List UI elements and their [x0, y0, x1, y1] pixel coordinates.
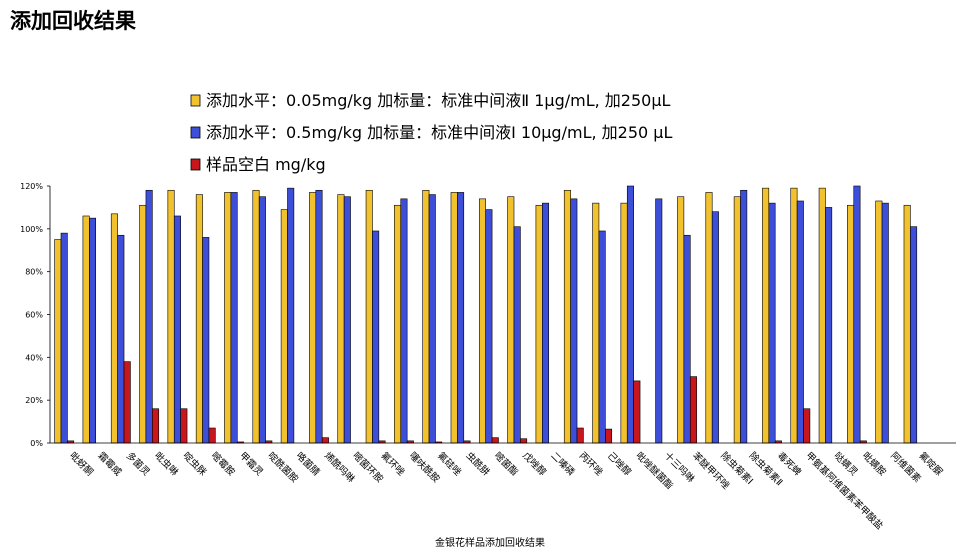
bar-blank-16 [491, 437, 499, 444]
bar-low-spike-16 [478, 198, 486, 444]
bar-blank-6 [208, 427, 216, 444]
bar-low-spike-21 [620, 202, 628, 444]
bar-low-spike-15 [450, 192, 458, 444]
bar-high-spike-14 [428, 194, 436, 444]
bar-low-spike-1 [54, 239, 62, 444]
legend: 添加水平：0.05mg/kg 加标量：标准中间液Ⅱ 1μg/mL, 加250μL… [190, 91, 672, 174]
bar-low-spike-3 [110, 213, 118, 444]
bar-blank-23 [689, 376, 697, 444]
bar-blank-4 [152, 408, 160, 444]
bar-low-spike-31 [903, 204, 911, 444]
bar-high-spike-26 [768, 202, 776, 444]
bar-blank-10 [321, 437, 329, 444]
y-tick-label: 120% [20, 182, 43, 191]
bar-low-spike-19 [563, 189, 571, 444]
bar-low-spike-20 [592, 202, 600, 444]
bar-low-spike-2 [82, 215, 90, 444]
legend-swatch-blank [190, 158, 201, 171]
bar-high-spike-8 [258, 196, 266, 444]
bar-high-spike-11 [343, 196, 351, 444]
legend-swatch-high-spike [190, 126, 201, 139]
bar-high-spike-12 [372, 230, 380, 444]
bar-high-spike-25 [740, 189, 748, 444]
bar-high-spike-19 [570, 198, 578, 444]
y-tick-label: 20% [25, 396, 43, 405]
bar-low-spike-27 [790, 187, 798, 444]
bar-low-spike-30 [875, 200, 883, 444]
bar-low-spike-14 [422, 189, 430, 444]
x-axis-title: 金银花样品添加回收结果 [435, 536, 545, 549]
legend-label-blank: 样品空白 mg/kg [206, 155, 326, 174]
legend-item-blank: 样品空白 mg/kg [190, 155, 326, 174]
bar-low-spike-9 [280, 209, 288, 444]
bar-high-spike-13 [400, 198, 408, 444]
bar-high-spike-22 [655, 198, 663, 444]
bar-high-spike-29 [853, 185, 861, 444]
bar-high-spike-18 [542, 202, 550, 444]
bar-high-spike-28 [825, 207, 833, 444]
bar-high-spike-16 [485, 209, 493, 444]
bar-low-spike-28 [818, 187, 826, 444]
bar-high-spike-6 [202, 237, 210, 444]
bar-low-spike-10 [309, 192, 317, 444]
bar-low-spike-5 [167, 189, 175, 444]
bar-high-spike-24 [711, 211, 719, 444]
bar-blank-19 [576, 427, 584, 444]
bar-high-spike-30 [881, 202, 889, 444]
bar-blank-17 [520, 438, 528, 444]
bar-high-spike-7 [230, 192, 238, 444]
bar-high-spike-4 [145, 189, 153, 444]
bar-low-spike-12 [365, 189, 373, 444]
bar-low-spike-23 [677, 196, 685, 444]
bar-blank-5 [180, 408, 188, 444]
bar-high-spike-20 [598, 230, 606, 444]
bar-high-spike-31 [910, 226, 918, 444]
y-tick-label: 60% [25, 311, 43, 320]
legend-swatch-low-spike [190, 94, 201, 107]
bar-high-spike-17 [513, 226, 521, 444]
y-tick-label: 0% [30, 439, 43, 448]
bar-high-spike-1 [60, 232, 68, 444]
y-tick-label: 100% [20, 225, 43, 234]
bar-high-spike-23 [683, 234, 691, 444]
bar-low-spike-7 [224, 192, 232, 444]
bar-high-spike-27 [796, 200, 804, 444]
bar-high-spike-2 [89, 217, 97, 444]
bar-low-spike-29 [847, 204, 855, 444]
bar-low-spike-24 [705, 192, 713, 444]
bar-high-spike-10 [315, 189, 323, 444]
bar-high-spike-9 [287, 187, 295, 444]
bar-low-spike-17 [507, 196, 515, 444]
bar-blank-21 [633, 380, 641, 444]
y-axis: 0% 20% 40% 60% 80% 100% 120% [20, 182, 51, 448]
bar-low-spike-13 [394, 204, 402, 444]
bar-blank-20 [605, 428, 613, 444]
legend-item-high-spike: 添加水平：0.5mg/kg 加标量：标准中间液Ⅰ 10μg/mL, 加250 μ… [190, 123, 672, 142]
chart-title: 添加回收结果 [10, 8, 136, 33]
legend-item-low-spike: 添加水平：0.05mg/kg 加标量：标准中间液Ⅱ 1μg/mL, 加250μL [190, 91, 671, 110]
bar-blank-27 [803, 408, 811, 444]
bar-high-spike-3 [117, 234, 125, 444]
legend-label-low-spike: 添加水平：0.05mg/kg 加标量：标准中间液Ⅱ 1μg/mL, 加250μL [206, 91, 671, 110]
bar-low-spike-25 [733, 196, 741, 444]
bar-low-spike-26 [762, 187, 770, 444]
y-tick-label: 80% [25, 268, 43, 277]
bar-blank-3 [123, 361, 131, 444]
bar-low-spike-6 [195, 194, 203, 444]
bar-high-spike-21 [626, 185, 634, 444]
bar-high-spike-5 [173, 215, 181, 444]
y-tick-label: 40% [25, 353, 43, 362]
legend-label-high-spike: 添加水平：0.5mg/kg 加标量：标准中间液Ⅰ 10μg/mL, 加250 μ… [206, 123, 672, 142]
bar-low-spike-8 [252, 189, 260, 444]
bar-low-spike-18 [535, 204, 543, 444]
bar-high-spike-15 [457, 192, 465, 444]
bar-low-spike-11 [337, 194, 345, 444]
bar-low-spike-4 [139, 204, 147, 444]
